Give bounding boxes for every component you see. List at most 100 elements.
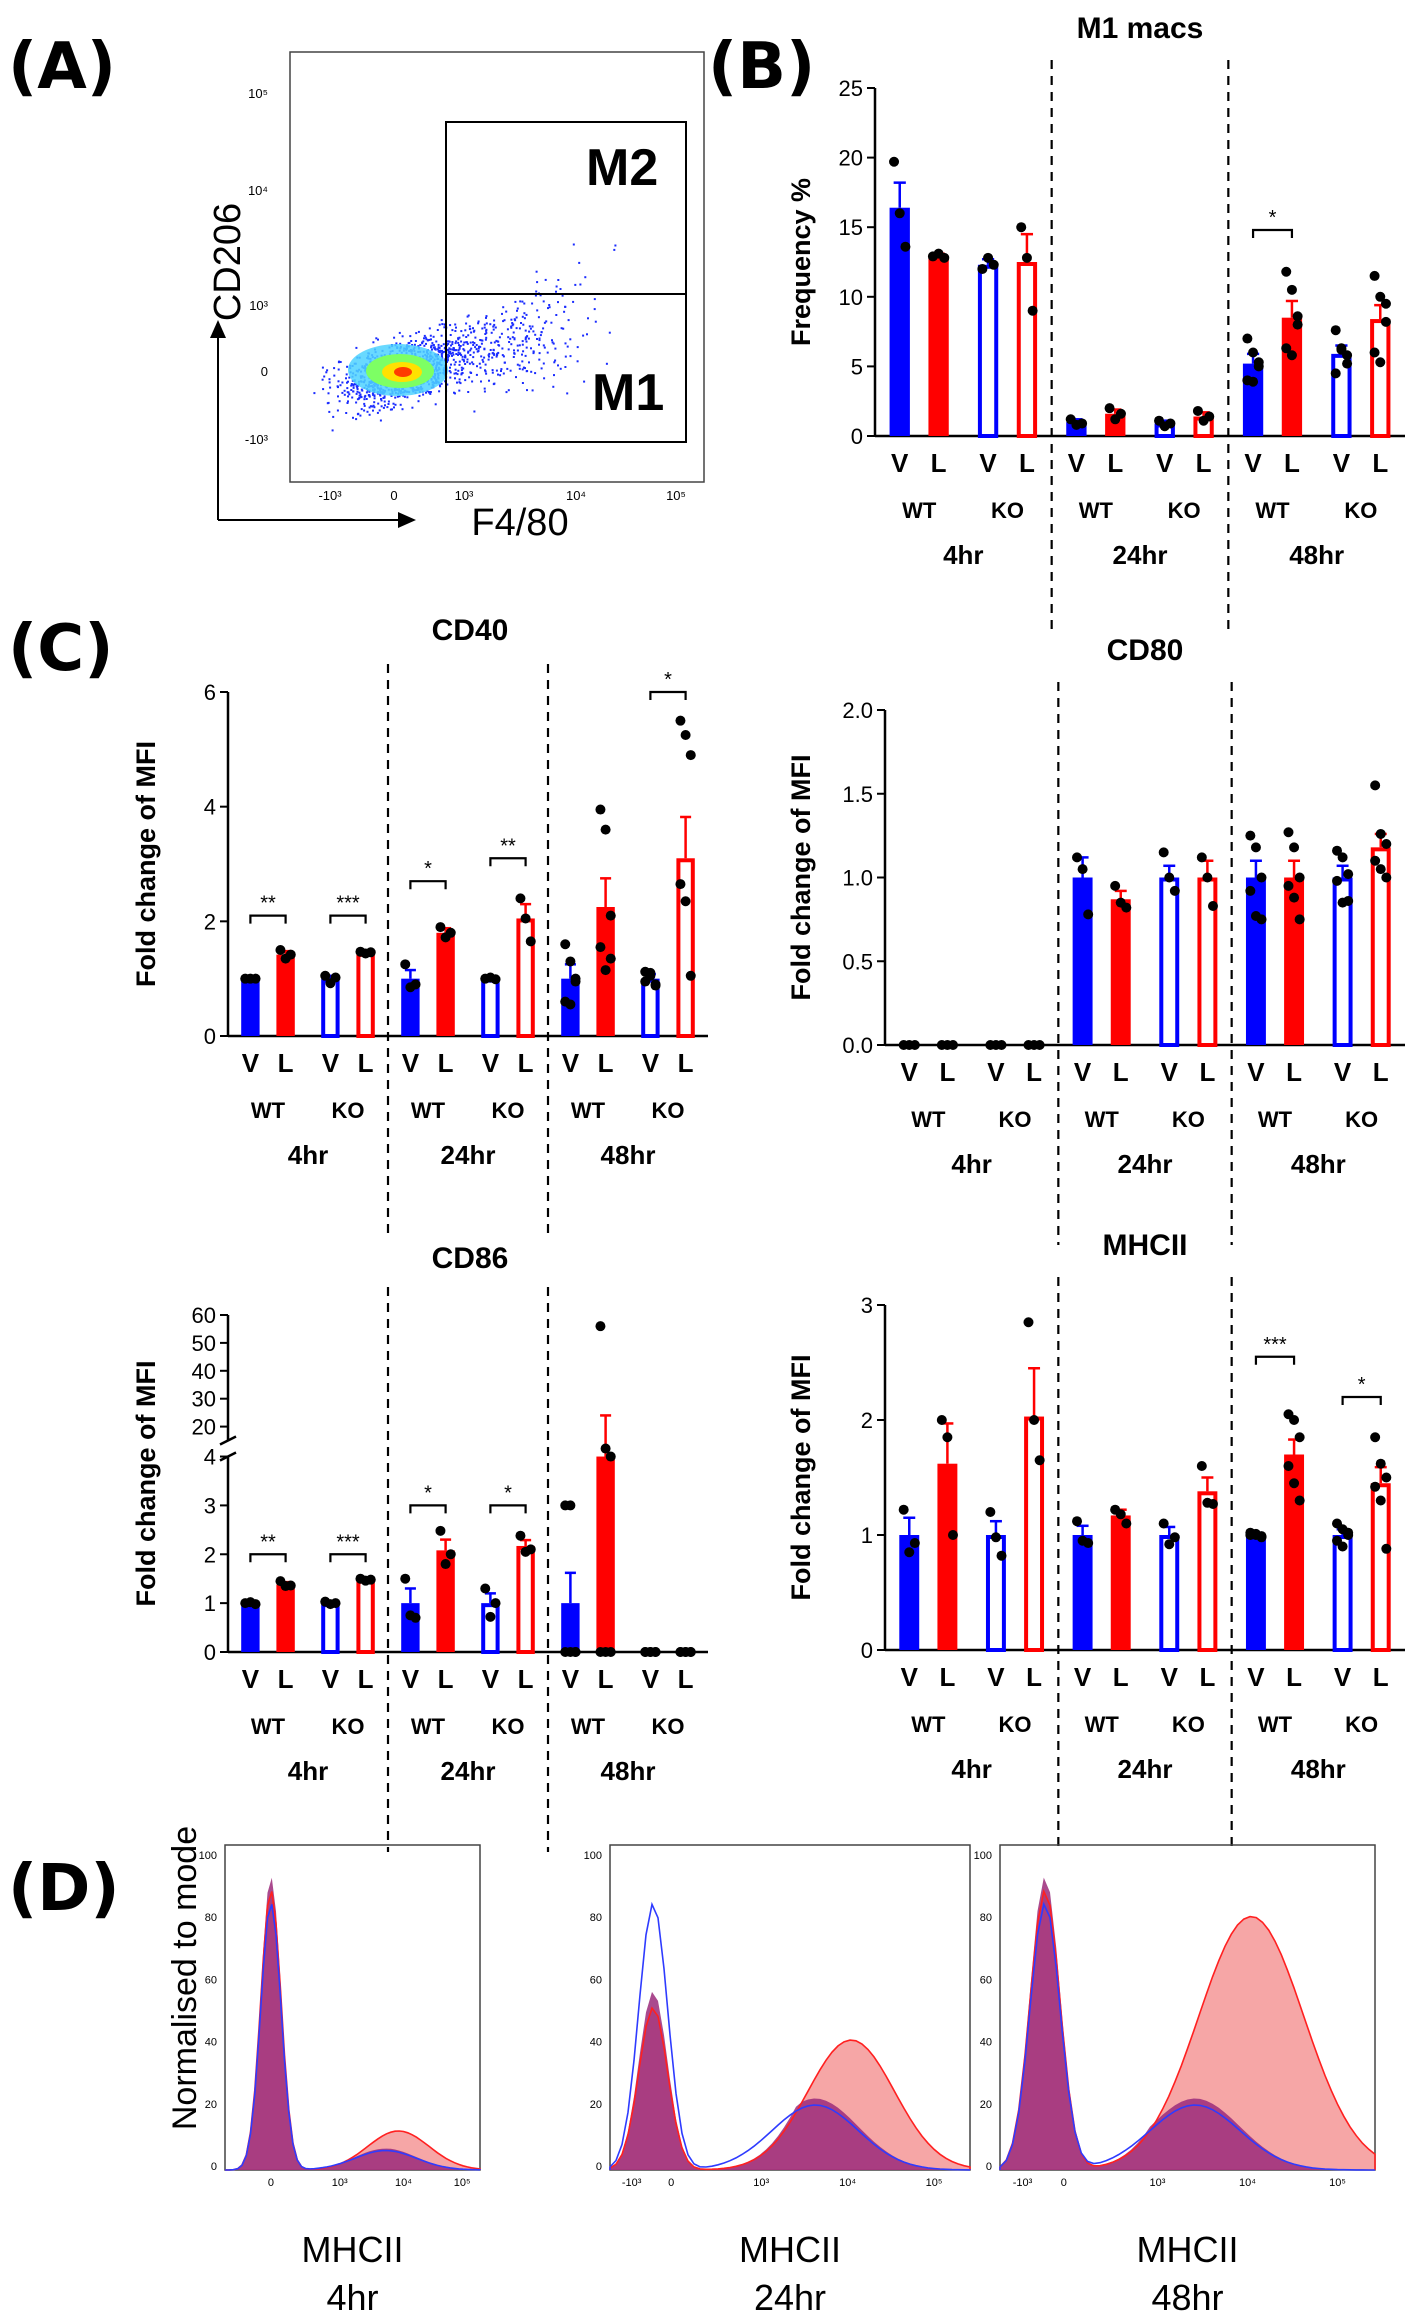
genotype-label-m1macs: KO xyxy=(1344,498,1377,523)
flow-event-dot xyxy=(534,294,537,297)
flow-event-dot xyxy=(502,372,505,375)
condition-label-cd86: V xyxy=(562,1664,580,1694)
flow-event-dot xyxy=(464,379,467,382)
flow-event-dot xyxy=(398,395,401,398)
flow-event-dot xyxy=(389,408,392,411)
data-point-mhcii xyxy=(996,1550,1007,1561)
flow-event-dot xyxy=(431,348,433,351)
condition-label-m1macs: L xyxy=(1284,448,1300,478)
flow-event-dot xyxy=(363,398,366,401)
flow-event-dot xyxy=(421,342,424,345)
flow-event-dot xyxy=(495,339,498,342)
flow-event-dot xyxy=(450,344,452,347)
flow-event-dot xyxy=(459,382,462,385)
flow-event-dot xyxy=(483,323,486,326)
flow-event-dot xyxy=(470,331,473,334)
data-point-cd86 xyxy=(685,1647,696,1657)
flow-event-dot xyxy=(583,380,586,383)
flow-event-dot xyxy=(380,405,383,408)
flow-event-dot xyxy=(458,378,461,381)
flow-event-dot xyxy=(410,340,413,342)
y-tick-label-m1macs: 0 xyxy=(851,424,863,449)
data-point-mhcii xyxy=(1381,1543,1392,1554)
flow-event-dot xyxy=(356,398,359,401)
significance-bracket-cd40 xyxy=(409,880,447,890)
data-point-cd80 xyxy=(1245,830,1256,841)
flow-event-dot xyxy=(529,327,532,330)
y-tick-label-m1macs: 5 xyxy=(851,354,863,379)
flow-event-dot xyxy=(531,325,534,328)
flow-event-dot xyxy=(458,389,461,392)
data-point-m1macs xyxy=(977,263,988,274)
flow-event-dot xyxy=(569,338,572,341)
flow-event-dot xyxy=(497,351,500,354)
flow-density-dots xyxy=(313,243,617,432)
flow-event-dot xyxy=(417,330,420,333)
flow-event-dot xyxy=(458,336,461,339)
flow-event-dot xyxy=(569,355,572,358)
flow-event-dot xyxy=(526,370,529,372)
flow-event-dot xyxy=(325,371,328,374)
flow-event-dot xyxy=(485,316,487,319)
bar-m1macs xyxy=(1016,262,1038,438)
data-point-cd86 xyxy=(490,1598,501,1609)
flow-event-dot xyxy=(507,348,510,351)
flow-event-dot xyxy=(460,354,463,357)
flow-event-dot xyxy=(347,395,349,398)
flow-event-dot xyxy=(481,327,484,330)
flow-event-dot xyxy=(399,403,402,406)
genotype-label-mhcii: WT xyxy=(911,1712,946,1737)
data-point-m1macs xyxy=(1077,418,1088,429)
data-point-cd80 xyxy=(1289,842,1300,853)
flow-event-dot xyxy=(392,402,395,405)
flow-event-dot xyxy=(355,346,358,349)
data-point-cd40 xyxy=(520,913,531,924)
condition-label-cd86: V xyxy=(322,1664,340,1694)
condition-label-cd80: V xyxy=(901,1057,919,1087)
flow-event-dot xyxy=(369,405,372,408)
data-point-mhcii xyxy=(990,1532,1001,1543)
flow-event-dot xyxy=(427,339,430,342)
flow-event-dot xyxy=(398,331,401,334)
flow-event-dot xyxy=(525,346,528,349)
data-point-mhcii xyxy=(1370,1481,1381,1492)
flow-event-dot xyxy=(406,396,409,399)
data-point-mhcii xyxy=(1337,1541,1348,1552)
flow-event-dot xyxy=(429,334,432,337)
flow-event-dot xyxy=(507,389,510,392)
data-point-cd86 xyxy=(605,1451,616,1462)
flow-event-dot xyxy=(545,320,548,323)
flow-event-dot xyxy=(564,342,567,345)
flow-event-dot xyxy=(467,391,470,393)
flow-event-dot xyxy=(479,366,482,369)
data-point-mhcii xyxy=(1375,1458,1386,1469)
bar-mhcii xyxy=(937,1463,958,1650)
data-point-cd86 xyxy=(595,1321,606,1332)
flow-density-core-peak xyxy=(394,367,412,377)
flow-event-dot xyxy=(516,307,519,310)
data-point-cd80 xyxy=(1332,875,1343,886)
data-point-cd86 xyxy=(400,1573,411,1584)
flow-event-dot xyxy=(520,322,522,324)
flow-event-dot xyxy=(380,398,382,400)
data-point-mhcii xyxy=(1283,1461,1294,1471)
y-tick-label-cd80: 2.0 xyxy=(842,698,873,723)
flow-event-dot xyxy=(468,325,471,328)
flow-event-dot xyxy=(350,389,353,391)
condition-label-cd40: L xyxy=(358,1048,374,1078)
flow-event-dot xyxy=(538,339,541,342)
flow-event-dot xyxy=(321,366,324,369)
flow-event-dot xyxy=(491,352,494,355)
flow-event-dot xyxy=(464,354,467,357)
flow-event-dot xyxy=(337,368,340,371)
flow-event-dot xyxy=(582,334,585,337)
flow-event-dot xyxy=(472,341,474,344)
flow-event-dot xyxy=(489,323,492,326)
flow-event-dot xyxy=(543,346,546,349)
flow-event-dot xyxy=(449,376,452,379)
condition-label-cd86: V xyxy=(242,1664,260,1694)
flow-plot-frame xyxy=(289,51,705,483)
flow-event-dot xyxy=(432,344,435,347)
flow-event-dot xyxy=(506,328,509,331)
